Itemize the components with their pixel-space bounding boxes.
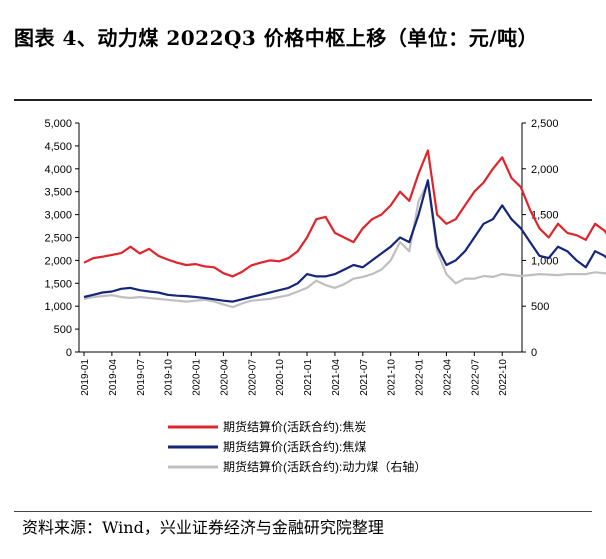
right-y-ticks: 0 500 1,000 1,500 2,000 2,500: [522, 118, 559, 359]
legend-label-2: 期货结算价(活跃合约):动力煤（右轴）: [223, 459, 426, 474]
x-tick-label: 2021-10: [387, 359, 398, 396]
right-y-tick-label: 2,000: [531, 164, 559, 176]
right-y-tick-label: 1,000: [531, 255, 559, 267]
x-tick-label: 2021-07: [359, 359, 370, 396]
right-y-tick-label: 1,500: [531, 210, 559, 222]
chart-axes: [78, 123, 523, 353]
x-tick-label: 2020-01: [192, 359, 203, 396]
x-tick-label: 2020-07: [247, 359, 258, 396]
left-y-tick-label: 3,000: [44, 210, 72, 222]
x-tick-label: 2022-07: [470, 359, 481, 396]
x-tick-label: 2022-01: [415, 359, 426, 396]
legend-label-1: 期货结算价(活跃合约):焦煤: [223, 439, 366, 454]
x-ticks: 2019-01 2019-04 2019-07 2019-10 2020-01 2020-…: [80, 352, 509, 396]
right-y-tick-label: 0: [531, 347, 537, 359]
left-y-tick-label: 2,000: [44, 255, 72, 267]
source-rule: [14, 511, 592, 512]
left-y-tick-label: 3,500: [44, 187, 72, 199]
x-tick-label: 2019-10: [164, 359, 175, 396]
left-y-tick-label: 1,000: [44, 301, 72, 313]
left-y-ticks: 0 500 1,000 1,500 2,000 2,500 3,000 3,500 4,000 4…: [44, 118, 79, 359]
x-tick-label: 2022-04: [442, 359, 453, 396]
legend: 期货结算价(活跃合约):焦炭期货结算价(活跃合约):焦煤期货结算价(活跃合约):…: [168, 419, 426, 474]
left-y-tick-label: 1,500: [44, 278, 72, 290]
x-tick-label: 2020-04: [219, 359, 230, 396]
right-y-tick-label: 2,500: [531, 118, 559, 130]
x-tick-label: 2022-10: [498, 359, 509, 396]
left-y-tick-label: 4,500: [44, 141, 72, 153]
chart: 0 500 1,000 1,500 2,000 2,500 3,000 3,500 4,000 4…: [44, 118, 606, 474]
series-line-1: [83, 179, 606, 303]
series-line-0: [83, 149, 606, 278]
left-y-tick-label: 2,500: [44, 233, 72, 245]
series-lines: [83, 149, 606, 309]
left-y-tick-label: 5,000: [44, 118, 72, 130]
left-y-tick-label: 0: [66, 347, 72, 359]
source-note: 资料来源：Wind，兴业证券经济与金融研究院整理: [22, 518, 384, 537]
figure-title: 图表 4、动力煤 2022Q3 价格中枢上移（单位：元/吨）: [14, 26, 539, 50]
x-tick-label: 2021-01: [303, 359, 314, 396]
x-tick-label: 2019-04: [108, 359, 119, 396]
left-y-tick-label: 4,000: [44, 164, 72, 176]
x-tick-label: 2021-04: [331, 359, 342, 396]
x-tick-label: 2019-01: [80, 359, 91, 396]
title-rule: [14, 99, 592, 101]
right-y-tick-label: 500: [531, 301, 549, 313]
x-tick-label: 2019-07: [136, 359, 147, 396]
x-tick-label: 2020-10: [275, 359, 286, 396]
series-line-2: [83, 181, 606, 309]
left-y-tick-label: 500: [54, 324, 72, 336]
legend-label-0: 期货结算价(活跃合约):焦炭: [223, 419, 366, 434]
